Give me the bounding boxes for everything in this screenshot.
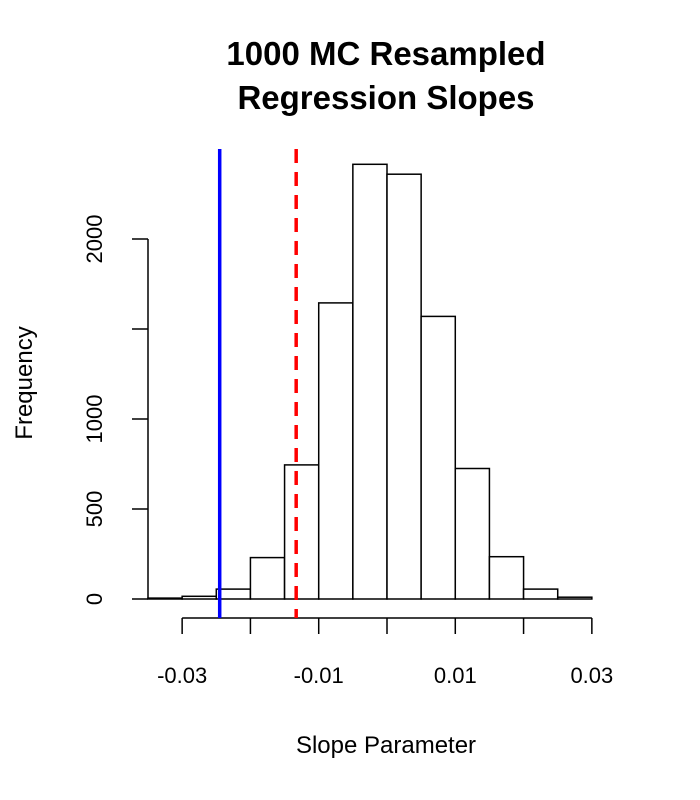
y-tick-label-2: 1000: [82, 395, 107, 444]
y-axis: 0 500 1000 2000: [82, 215, 149, 605]
y-tick-label-0: 0: [82, 593, 107, 605]
y-axis-label: Frequency: [11, 326, 38, 439]
y-tick-label-1: 500: [82, 491, 107, 528]
histogram-bar-12: [556, 596, 593, 600]
histogram-bar-8: [420, 315, 457, 600]
reference-lines: [217, 149, 298, 618]
histogram-bar-4: [283, 464, 320, 600]
x-axis: -0.03 -0.01 0.01 0.03: [157, 617, 613, 688]
x-axis-label: Slope Parameter: [296, 732, 476, 759]
histogram-bar-1: [181, 595, 218, 600]
histogram-bar-0: [147, 597, 183, 600]
chart-title-line-2: Regression Slopes: [237, 79, 534, 116]
histogram-bar-11: [522, 588, 559, 600]
x-tick-label-2: 0.01: [434, 663, 477, 688]
histogram-bar-7: [386, 173, 422, 600]
x-tick-label-3: 0.03: [570, 663, 613, 688]
histogram-bar-5: [317, 302, 354, 600]
histogram-bar-9: [454, 467, 491, 600]
histogram-bar-10: [488, 555, 525, 600]
x-tick-label-0: -0.03: [157, 663, 207, 688]
histogram-bars: [147, 163, 593, 600]
histogram-bar-6: [352, 163, 388, 600]
x-tick-label-1: -0.01: [294, 663, 344, 688]
y-tick-label-3: 2000: [82, 215, 107, 264]
histogram-bar-3: [249, 556, 286, 600]
chart-title-line-1: 1000 MC Resampled: [226, 35, 545, 72]
